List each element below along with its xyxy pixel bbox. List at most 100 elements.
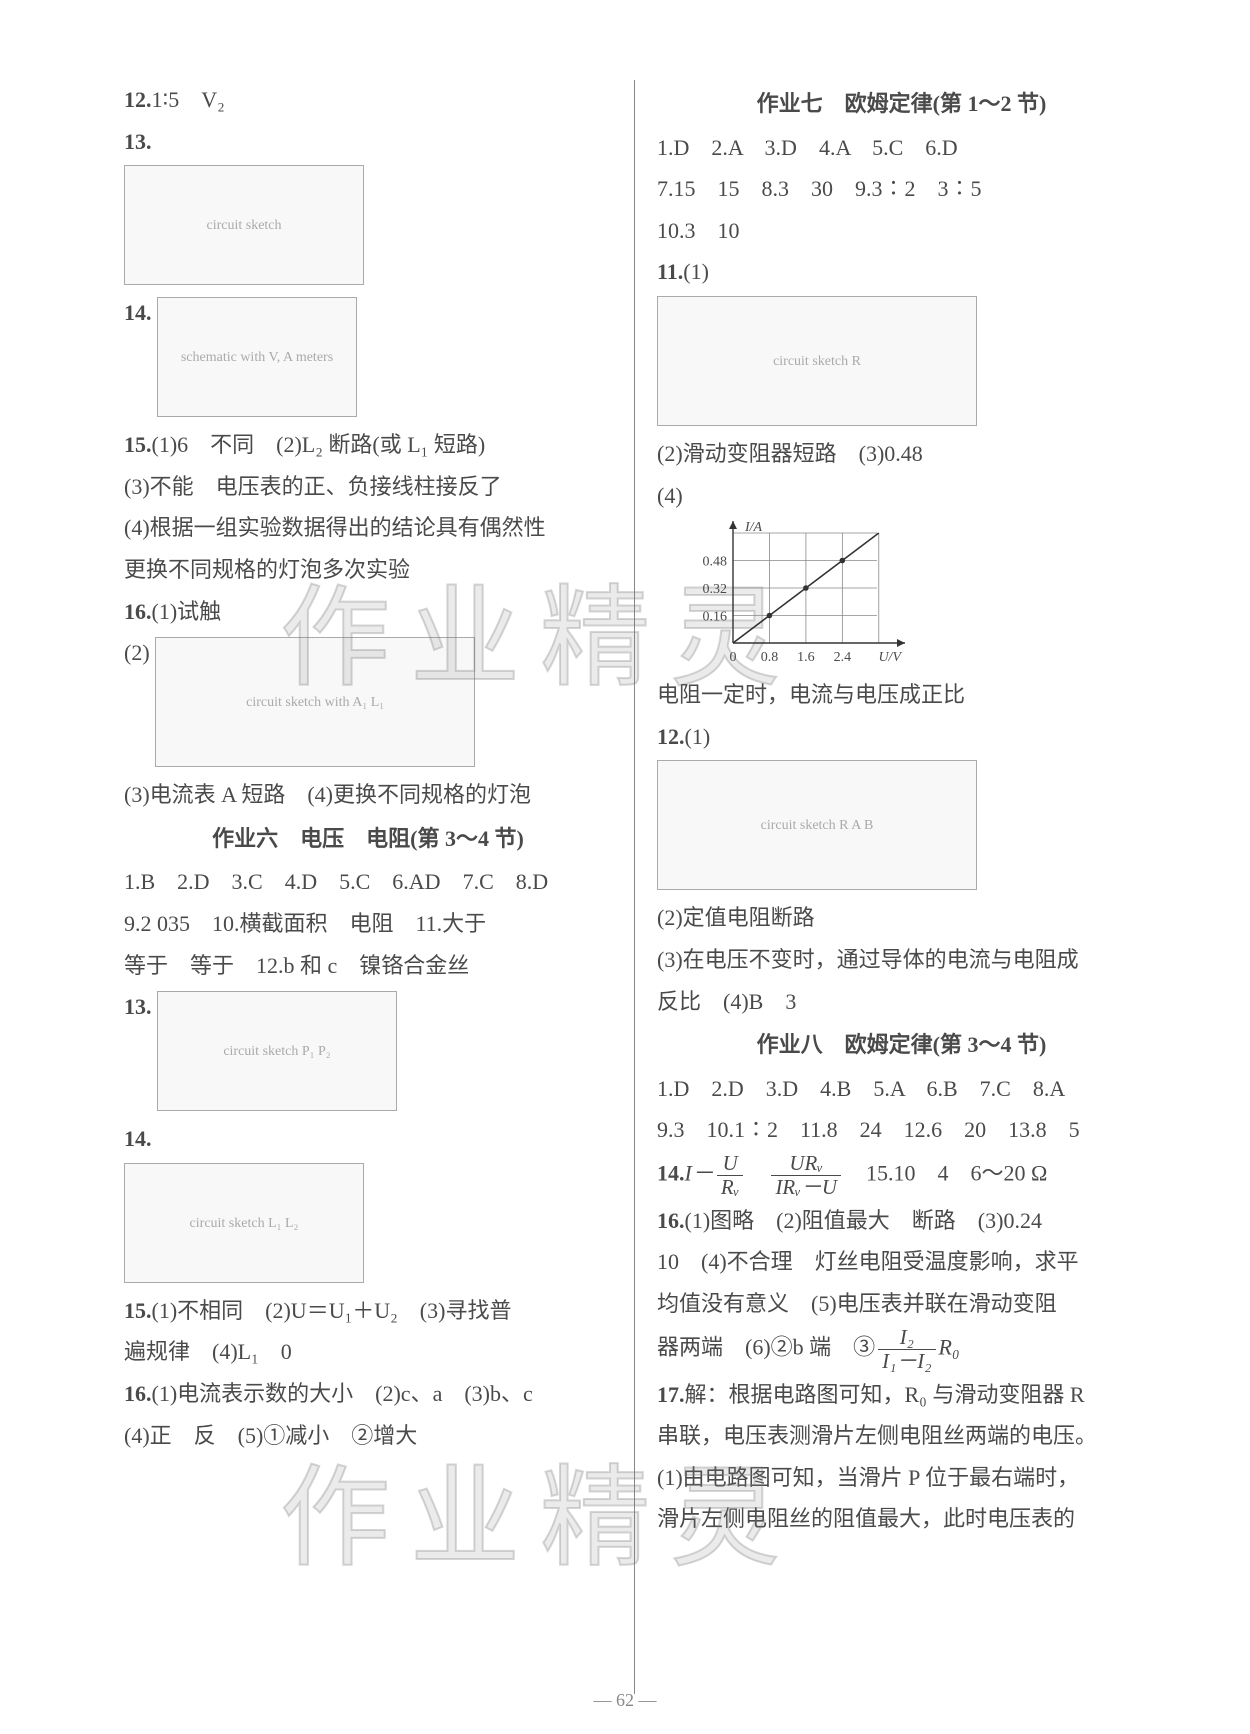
r-q17-p3: (1)由电路图可知，当滑片 P 位于最右端时， — [657, 1458, 1146, 1498]
svg-text:0.8: 0.8 — [761, 650, 779, 665]
r-q14-f2n: URᵥ — [771, 1152, 841, 1176]
q15-p2: (3)不能 电压表的正、负接线柱接反了 — [124, 467, 612, 507]
q14b-figure: circuit sketch L₁ L₂ — [124, 1163, 364, 1283]
r-q16-p4post: R₀ — [939, 1334, 960, 1359]
q16b-t1: (1)电流表示数的大小 (2)c、a (3)b、c — [152, 1381, 533, 1406]
r-q16-p1: 16.(1)图略 (2)阻值最大 断路 (3)0.24 — [657, 1201, 1146, 1241]
q16-p2-label: (2) — [124, 640, 150, 665]
r-q11-p4: (4) 0.16 0.32 0.48 0 0.8 1.6 2.4 I/A U/V — [657, 476, 1146, 670]
svg-text:U/V: U/V — [878, 650, 902, 665]
r-q16-label: 16. — [657, 1208, 685, 1233]
r-q12-t1: (1) — [685, 724, 711, 749]
r-q12-label: 12. — [657, 724, 685, 749]
r-q12-p3: (3)在电压不变时，通过导体的电流与电阻成 — [657, 940, 1146, 980]
q15b-p2: 遍规律 (4)L₁ 0 — [124, 1332, 612, 1372]
q12-line: 12.1∶5 V₂ — [124, 80, 612, 120]
svg-text:I/A: I/A — [744, 520, 763, 535]
q15b-p1: 15.(1)不相同 (2)U＝U₁＋U₂ (3)寻找普 — [124, 1291, 612, 1331]
r-q17-label: 17. — [657, 1382, 685, 1407]
svg-text:0.48: 0.48 — [703, 555, 728, 570]
r-q17-p2: 串联，电压表测滑片左侧电阻丝两端的电压。 — [657, 1416, 1146, 1456]
q14b-line: 14. circuit sketch L₁ L₂ — [124, 1119, 612, 1289]
q13b-label: 13. — [124, 994, 152, 1019]
q16-t1: (1)试触 — [152, 599, 222, 624]
r-q16-fd: I₁－I₂ — [878, 1350, 935, 1373]
r-q14-label: 14. — [657, 1160, 685, 1185]
hw7-p10: 10.3 10 — [657, 211, 1146, 251]
r-q12-p2: (2)定值电阻断路 — [657, 898, 1146, 938]
q13b-figure: circuit sketch P₁ P₂ — [157, 991, 397, 1111]
r-q11-p1: 11.(1) circuit sketch R — [657, 252, 1146, 432]
r-q12-p4: 反比 (4)B 3 — [657, 982, 1146, 1022]
hw7-title: 作业七 欧姆定律(第 1～2 节) — [657, 84, 1146, 124]
q13b-line: 13. circuit sketch P₁ P₂ — [124, 987, 612, 1117]
q12-ans: 1∶5 V₂ — [152, 87, 225, 112]
svg-text:0: 0 — [730, 650, 737, 665]
r-q12-p1: 12.(1) circuit sketch R A B — [657, 717, 1146, 897]
r-q11-label: 11. — [657, 259, 683, 284]
right-column: 作业七 欧姆定律(第 1～2 节) 1.D 2.A 3.D 4.A 5.C 6.… — [635, 80, 1160, 1694]
r-q11-t1: (1) — [683, 259, 709, 284]
hw7-p7: 7.15 15 8.3 30 9.3∶2 3∶5 — [657, 169, 1146, 209]
q16-label: 16. — [124, 599, 152, 624]
r-q14-pre: I－ — [685, 1160, 714, 1185]
r-q11-p5: 电阻一定时，电流与电压成正比 — [657, 675, 1146, 715]
r-q16-p3: 均值没有意义 (5)电压表并联在滑动变阻 — [657, 1284, 1146, 1324]
svg-text:2.4: 2.4 — [834, 650, 852, 665]
q16-p3: (3)电流表 A 短路 (4)更换不同规格的灯泡 — [124, 775, 612, 815]
r-q14-f2d: IRᵥ－U — [771, 1176, 841, 1199]
q15-p4: 更换不同规格的灯泡多次实验 — [124, 550, 612, 590]
svg-text:0.32: 0.32 — [703, 582, 728, 597]
q15-p1: 15.(1)6 不同 (2)L₂ 断路(或 L₁ 短路) — [124, 425, 612, 465]
q13-figure: circuit sketch — [124, 165, 364, 285]
r-q14-mid — [746, 1160, 768, 1185]
r-q14-frac1: URᵥ — [717, 1152, 744, 1199]
q15-label: 15. — [124, 432, 152, 457]
r-q14-f1n: U — [717, 1152, 744, 1176]
r-q16-fn: I₂ — [878, 1326, 935, 1350]
r-q11-figure: circuit sketch R — [657, 296, 977, 426]
r-q11-p4-label: (4) — [657, 483, 683, 508]
q16-figure: circuit sketch with A₁ L₁ — [155, 637, 475, 767]
r-q11-p2: (2)滑动变阻器短路 (3)0.48 — [657, 434, 1146, 474]
q14-line: 14. schematic with V, A meters — [124, 293, 612, 423]
hw6-mc: 1.B 2.D 3.C 4.D 5.C 6.AD 7.C 8.D — [124, 862, 612, 902]
q16-p2: (2) circuit sketch with A₁ L₁ — [124, 633, 612, 773]
r-q17-p1: 17.解：根据电路图可知，R₀ 与滑动变阻器 R — [657, 1375, 1146, 1415]
hw6-title: 作业六 电压 电阻(第 3～4 节) — [124, 819, 612, 859]
q13-label: 13. — [124, 129, 152, 154]
q12-label: 12. — [124, 87, 152, 112]
q14-label: 14. — [124, 300, 152, 325]
left-column: 12.1∶5 V₂ 13. circuit sketch 14. schemat… — [110, 80, 635, 1694]
r-q14: 14.I－URᵥ URᵥIRᵥ－U 15.10 4 6～20 Ω — [657, 1152, 1146, 1199]
r-q16-p2: 10 (4)不合理 灯丝电阻受温度影响，求平 — [657, 1242, 1146, 1282]
q13-line: 13. circuit sketch — [124, 122, 612, 292]
hw6-p11b: 等于 等于 12.b 和 c 镍铬合金丝 — [124, 946, 612, 986]
page-number: — 62 — — [0, 1684, 1250, 1716]
q14-figure: schematic with V, A meters — [157, 297, 357, 417]
q15-p3: (4)根据一组实验数据得出的结论具有偶然性 — [124, 508, 612, 548]
svg-text:0.16: 0.16 — [703, 610, 728, 625]
r-q17-p4: 滑片左侧电阻丝的阻值最大，此时电压表的 — [657, 1499, 1146, 1539]
hw8-p9: 9.3 10.1∶2 11.8 24 12.6 20 13.8 5 — [657, 1110, 1146, 1150]
q14b-label: 14. — [124, 1126, 152, 1151]
q15b-t1: (1)不相同 (2)U＝U₁＋U₂ (3)寻找普 — [152, 1298, 512, 1323]
r-q12-figure: circuit sketch R A B — [657, 760, 977, 890]
svg-text:1.6: 1.6 — [797, 650, 815, 665]
q15b-label: 15. — [124, 1298, 152, 1323]
hw8-title: 作业八 欧姆定律(第 3～4 节) — [657, 1025, 1146, 1065]
q16b-label: 16. — [124, 1381, 152, 1406]
r-q14-f1d: Rᵥ — [717, 1176, 744, 1199]
q16b-p1: 16.(1)电流表示数的大小 (2)c、a (3)b、c — [124, 1374, 612, 1414]
q16-p1: 16.(1)试触 — [124, 592, 612, 632]
r-q16-p4line: 器两端 (6)②b 端 ③I₂I₁－I₂R₀ — [657, 1326, 1146, 1373]
page-columns: 12.1∶5 V₂ 13. circuit sketch 14. schemat… — [110, 80, 1160, 1694]
hw8-mc: 1.D 2.D 3.D 4.B 5.A 6.B 7.C 8.A — [657, 1069, 1146, 1109]
iv-graph: 0.16 0.32 0.48 0 0.8 1.6 2.4 I/A U/V — [687, 519, 907, 669]
hw7-mc: 1.D 2.A 3.D 4.A 5.C 6.D — [657, 128, 1146, 168]
r-q17-t1: 解：根据电路图可知，R₀ 与滑动变阻器 R — [685, 1382, 1085, 1407]
q16b-p2: (4)正 反 (5)①减小 ②增大 — [124, 1416, 612, 1456]
r-q14-frac2: URᵥIRᵥ－U — [771, 1152, 841, 1199]
hw6-p9: 9.2 035 10.横截面积 电阻 11.大于 — [124, 904, 612, 944]
r-q16-t1: (1)图略 (2)阻值最大 断路 (3)0.24 — [685, 1208, 1042, 1233]
